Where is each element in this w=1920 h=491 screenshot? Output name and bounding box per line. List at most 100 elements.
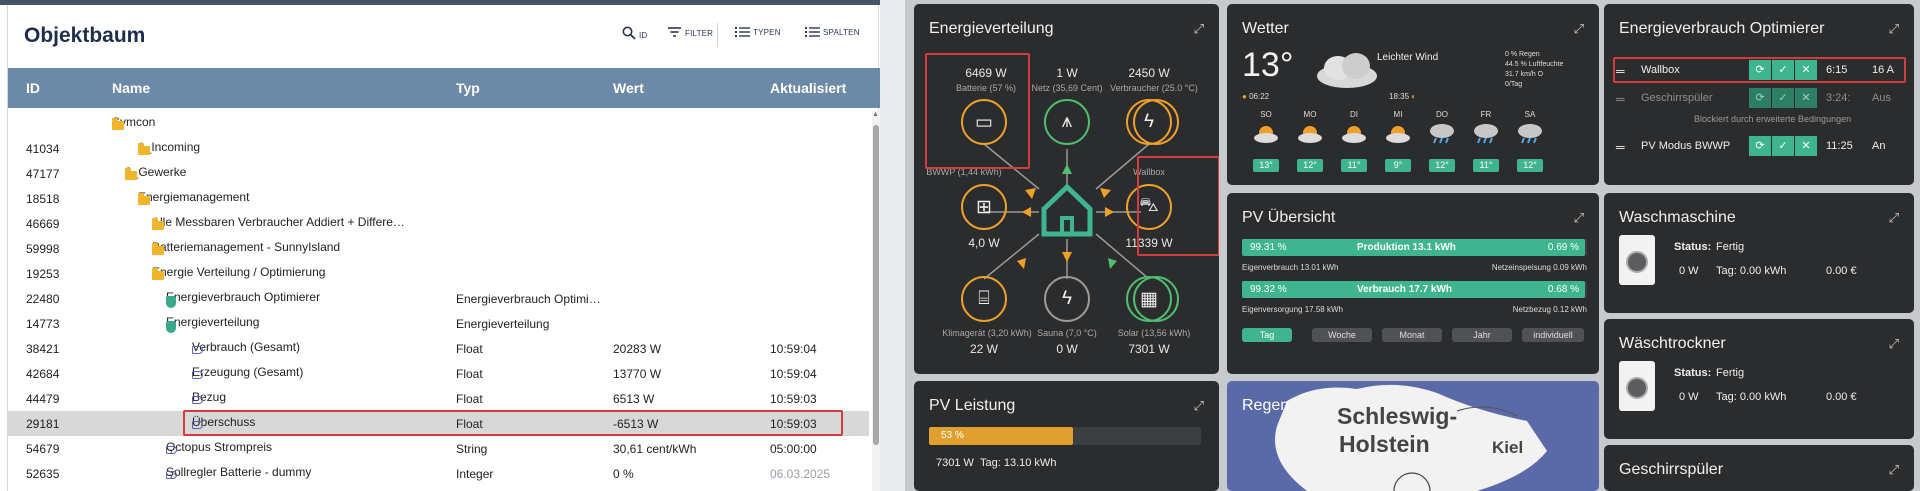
card-title: Wäschtrockner xyxy=(1619,335,1726,352)
netzbezug: Netzbezug 0.12 kWh xyxy=(1512,305,1587,314)
expand-icon[interactable]: ⤢ xyxy=(1888,336,1899,351)
id-search-button[interactable]: ID xyxy=(622,26,647,40)
consumption-bar: 99.32 % Verbrauch 17.7 kWh 0.68 % xyxy=(1242,281,1587,298)
table-row[interactable]: ⌄Symcon xyxy=(8,111,869,136)
refresh-button[interactable]: ⟳ xyxy=(1749,136,1771,156)
expand-icon[interactable]: ⤢ xyxy=(1193,21,1204,36)
sunset-time: 18:35 xyxy=(1389,92,1410,101)
check-button[interactable]: ✓ xyxy=(1772,136,1794,156)
card-wetter: Wetter ⤢ 13° Leichter Wind 0 % Regen 44.… xyxy=(1227,4,1599,185)
table-row[interactable]: 18518 ⌄Energiemanagement xyxy=(8,186,869,211)
optimizer-item-value: An xyxy=(1872,140,1886,152)
row-wert: 20283 W xyxy=(613,342,662,356)
table-row-selected[interactable]: 29181 Überschuss Float -6513 W 10:59:03 xyxy=(8,411,869,436)
tab-individuell[interactable]: individuell xyxy=(1522,328,1584,342)
klima-node[interactable]: ⌸ xyxy=(961,276,1007,322)
column-header-name[interactable]: Name xyxy=(112,80,151,96)
check-button[interactable]: ✓ xyxy=(1772,60,1794,80)
expand-icon[interactable]: ⤢ xyxy=(1573,21,1584,36)
solar-label: Solar (13,56 kWh) xyxy=(1117,328,1191,338)
column-header-id[interactable]: ID xyxy=(26,80,40,96)
grid-node[interactable]: ⩚ xyxy=(1044,99,1090,145)
tab-woche[interactable]: Woche xyxy=(1312,328,1372,342)
variable-icon xyxy=(166,446,177,454)
module-icon xyxy=(166,321,176,333)
table-row[interactable]: 44479 Bezug Float 6513 W 10:59:03 xyxy=(8,386,869,411)
table-row[interactable]: 59998 ›Batteriemanagement - SunnyIsland xyxy=(8,236,869,261)
tab-tag[interactable]: Tag xyxy=(1242,328,1292,342)
consumer-node[interactable]: ϟ xyxy=(1126,99,1179,145)
card-pv-leistung: PV Leistung ⤢ 53 % 7301 W Tag: 13.10 kWh xyxy=(914,381,1219,491)
table-row[interactable]: 54679 › Octopus Strompreis String 30,61 c… xyxy=(8,436,869,461)
column-header-typ[interactable]: Typ xyxy=(456,80,480,96)
table-row[interactable]: 22480 ›Energieverbrauch Optimierer Energ… xyxy=(8,286,869,311)
table-row[interactable]: 41034 1_Incoming xyxy=(8,136,869,161)
table-row[interactable]: 52635 › Sollregler Batterie - dummy Integ… xyxy=(8,461,869,486)
close-button[interactable]: ✕ xyxy=(1795,60,1817,80)
table-row[interactable]: 47177 ⌄2_Gewerke xyxy=(8,161,869,186)
optimizer-row-wallbox[interactable]: ═ Wallbox ⟳ ✓ ✕ 6:15 16 A xyxy=(1616,59,1914,81)
columns-icon xyxy=(805,27,820,37)
bwwp-node[interactable]: ⊞ xyxy=(961,184,1007,230)
chevron-right-icon[interactable]: › xyxy=(169,446,173,457)
optimizer-item-time: 11:25 xyxy=(1826,140,1853,152)
row-aktualisiert: 06.03.2025 xyxy=(770,467,831,481)
filter-button[interactable]: FILTER xyxy=(667,26,713,38)
scrollbar-thumb[interactable] xyxy=(873,125,879,445)
object-tree-window: Objektbaum ID FILTER TYPEN SPALTEN ID Na… xyxy=(0,0,905,491)
chevron-right-icon[interactable]: › xyxy=(169,471,173,482)
refresh-button[interactable]: ⟳ xyxy=(1749,60,1771,80)
typen-button[interactable]: TYPEN xyxy=(735,26,781,37)
close-button[interactable]: ✕ xyxy=(1795,136,1817,156)
refresh-button[interactable]: ⟳ xyxy=(1749,88,1771,108)
scroll-up-icon[interactable]: ▲ xyxy=(872,111,879,118)
air-conditioner-icon: ⌸ xyxy=(978,288,990,309)
klima-label: Klimagerät (3,20 kWh) xyxy=(942,328,1032,338)
pv-day-energy: Tag: 13.10 kWh xyxy=(980,457,1057,469)
search-icon xyxy=(622,26,636,40)
solar-node[interactable]: ▦ xyxy=(1126,276,1179,322)
forecast-temp: 11° xyxy=(1341,159,1367,172)
row-name: Energieverbrauch Optimierer xyxy=(166,290,321,304)
table-row[interactable]: 46669 ›Alle Messbaren Verbraucher Addier… xyxy=(8,211,869,236)
table-row[interactable]: 42684 Erzeugung (Gesamt) Float 13770 W 1… xyxy=(8,361,869,386)
tab-monat[interactable]: Monat xyxy=(1382,328,1442,342)
close-button[interactable]: ✕ xyxy=(1795,88,1817,108)
pv-power-percent: 53 % xyxy=(941,430,964,441)
rain-cloud-icon xyxy=(1430,124,1454,144)
table-row[interactable]: 14773 ⌄Energieverteilung Energieverteilu… xyxy=(8,311,869,336)
expand-icon[interactable]: ⤢ xyxy=(1573,210,1584,225)
tab-jahr[interactable]: Jahr xyxy=(1452,328,1512,342)
variable-icon xyxy=(192,421,203,429)
current-temp: 13° xyxy=(1242,46,1294,84)
column-header-aktualisiert[interactable]: Aktualisiert xyxy=(770,80,847,96)
table-row[interactable]: 38421 Verbrauch (Gesamt) Float 20283 W 1… xyxy=(8,336,869,361)
expand-icon[interactable]: ⤢ xyxy=(1888,210,1899,225)
tree-top-bar xyxy=(0,0,905,5)
card-geschirrspueler: Geschirrspüler ⤢ xyxy=(1604,445,1914,491)
consumption-right: 0.68 % xyxy=(1547,284,1579,295)
card-title: Regen xyxy=(1242,397,1290,414)
drag-handle-icon[interactable]: ═ xyxy=(1616,92,1625,106)
expand-icon[interactable]: ⤢ xyxy=(1193,398,1204,413)
row-typ: Energieverteilung xyxy=(456,317,550,331)
column-header-wert[interactable]: Wert xyxy=(613,80,644,96)
sauna-node[interactable]: ϟ xyxy=(1044,276,1090,322)
battery-node[interactable]: ▭ xyxy=(961,99,1007,145)
spalten-button[interactable]: SPALTEN xyxy=(805,26,860,37)
map-label-region-2: Holstein xyxy=(1339,431,1430,457)
drag-handle-icon[interactable]: ═ xyxy=(1616,140,1625,154)
forecast-temp: 12° xyxy=(1429,159,1455,172)
forecast-temp: 13° xyxy=(1253,159,1279,172)
wallbox-node[interactable]: ⛍ xyxy=(1126,184,1172,230)
expand-icon[interactable]: ⤢ xyxy=(1888,21,1899,36)
folder-icon xyxy=(152,243,164,255)
optimizer-row-geschirrspueler[interactable]: ═ Geschirrspüler ⟳ ✓ ✕ 3:24: Aus xyxy=(1616,87,1914,109)
optimizer-row-pv-modus[interactable]: ═ PV Modus BWWP ⟳ ✓ ✕ 11:25 An xyxy=(1616,135,1914,157)
lightning-icon: ϟ xyxy=(1061,288,1073,309)
drag-handle-icon[interactable]: ═ xyxy=(1616,64,1625,78)
table-row[interactable]: 19253 ⌄Energie Verteilung / Optimierung xyxy=(8,261,869,286)
check-button[interactable]: ✓ xyxy=(1772,88,1794,108)
row-typ: Float xyxy=(456,367,483,381)
expand-icon[interactable]: ⤢ xyxy=(1888,462,1899,477)
